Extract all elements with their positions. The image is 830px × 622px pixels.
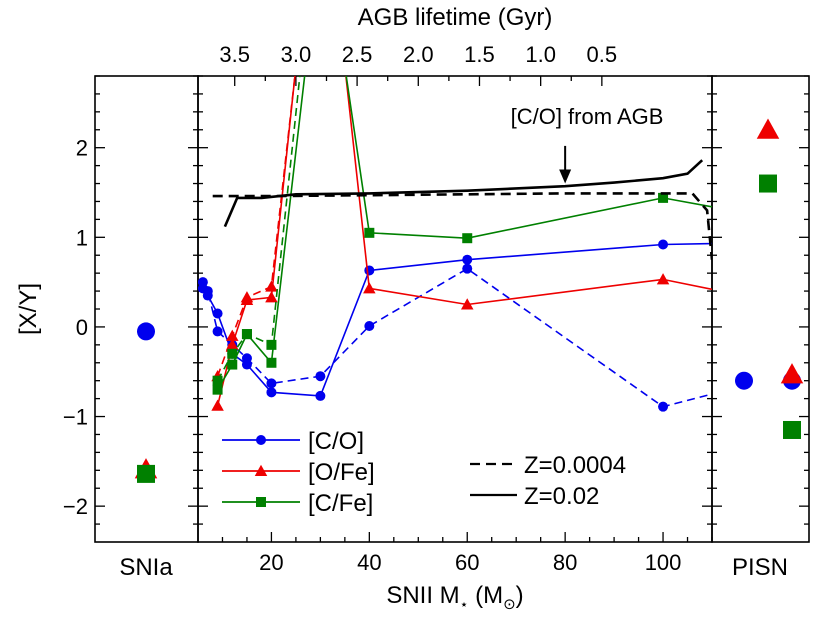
- legend-marker: [256, 435, 266, 445]
- series-line: [223, 159, 704, 228]
- pisn-panel-label: PISN: [732, 554, 788, 581]
- data-point: [266, 387, 277, 398]
- data-point: [226, 338, 239, 350]
- x-tick-labels: 20 40 60 80 100: [259, 550, 681, 575]
- data-point: [658, 239, 669, 250]
- top-tick-label: 3.0: [281, 42, 312, 67]
- x-axis-label-main: SNII M: [386, 582, 459, 609]
- top-tick-label: 1.0: [525, 42, 556, 67]
- agb-annotation: [C/O] from AGB: [511, 104, 664, 129]
- y-tick-label: −2: [63, 494, 88, 519]
- pisn-point: [780, 363, 804, 384]
- data-point: [265, 291, 278, 303]
- main-axis-ticks: [198, 75, 713, 542]
- x-tick-label: 40: [357, 550, 381, 575]
- pisn-point: [756, 118, 780, 139]
- data-point: [202, 286, 213, 297]
- legend-label: [C/O]: [308, 428, 364, 455]
- legend-marker: [256, 497, 266, 507]
- series-layer: [198, 76, 712, 412]
- data-point: [212, 384, 223, 395]
- data-point: [364, 227, 375, 238]
- data-point: [227, 359, 238, 370]
- y-tick-labels: −2 −1 0 1 2: [63, 136, 88, 519]
- y-axis-ticks: [95, 75, 198, 525]
- data-point: [241, 353, 252, 364]
- data-point: [266, 339, 277, 350]
- top-tick-label: 1.5: [464, 42, 495, 67]
- snia-points: [134, 322, 158, 483]
- legend-style-label: Z=0.0004: [524, 452, 626, 479]
- data-point: [212, 308, 223, 319]
- data-point: [227, 348, 238, 359]
- top-axis-title: AGB lifetime (Gyr): [358, 4, 553, 31]
- y-tick-label: −1: [63, 405, 88, 430]
- top-tick-labels: 3.5 3.0 2.5 2.0 1.5 1.0 0.5: [219, 42, 617, 67]
- top-tick-label: 3.5: [219, 42, 250, 67]
- pisn-points: [735, 118, 804, 439]
- legend-style-label: Z=0.02: [524, 483, 599, 510]
- data-point: [315, 390, 326, 401]
- data-point: [460, 298, 474, 310]
- pisn-axis-ticks: [712, 75, 809, 525]
- data-point: [212, 326, 223, 337]
- data-point: [198, 277, 208, 288]
- data-point: [462, 254, 473, 265]
- data-point: [226, 329, 239, 341]
- y-tick-label: 0: [76, 315, 88, 340]
- y-tick-label: 1: [76, 225, 88, 250]
- series-line: [212, 192, 712, 260]
- legend-marker: [254, 464, 268, 476]
- annotation-arrow: [559, 145, 572, 184]
- top-tick-label: 2.0: [403, 42, 434, 67]
- legend-label: [O/Fe]: [308, 459, 375, 486]
- legend-label: [C/Fe]: [308, 490, 373, 517]
- x-tick-label: 100: [645, 550, 682, 575]
- series-line: [216, 76, 296, 377]
- x-axis-label-close: ): [516, 582, 524, 609]
- series-line: [216, 76, 712, 391]
- data-point: [211, 399, 224, 411]
- y-tick-label: 2: [76, 136, 88, 161]
- series-line: [216, 76, 712, 406]
- data-point: [364, 321, 375, 332]
- top-tick-label: 2.5: [342, 42, 373, 67]
- pisn-point: [759, 174, 777, 193]
- data-point: [212, 375, 223, 386]
- data-point: [266, 378, 277, 389]
- snia-point: [137, 322, 155, 341]
- data-point: [241, 329, 252, 340]
- data-point: [240, 291, 254, 303]
- x-axis-label-subscript: ⋆: [460, 596, 469, 612]
- x-tick-label: 60: [455, 550, 479, 575]
- x-tick-label: 20: [259, 550, 283, 575]
- snia-panel-label: SNIa: [119, 554, 173, 581]
- data-point: [265, 280, 278, 292]
- data-point: [364, 265, 375, 276]
- snia-point: [137, 464, 155, 483]
- data-point: [656, 273, 670, 285]
- data-point: [315, 371, 326, 382]
- data-point: [462, 263, 473, 274]
- data-point: [363, 282, 376, 294]
- pisn-point: [735, 371, 753, 390]
- x-axis-label-sun: ⊙: [503, 596, 516, 613]
- top-tick-label: 0.5: [587, 42, 618, 67]
- top-axis-ticks: [234, 76, 603, 86]
- x-tick-label: 80: [553, 550, 577, 575]
- arrow-head: [559, 169, 572, 184]
- y-axis-label: [X/Y]: [15, 283, 42, 335]
- legend: [C/O] [O/Fe] [C/Fe] Z=0.0004 Z=0.02: [222, 428, 626, 517]
- data-point: [266, 357, 277, 368]
- x-axis-label-paren: (M: [468, 582, 503, 609]
- data-point: [658, 401, 669, 412]
- pisn-point: [783, 420, 801, 439]
- x-axis-label: SNII M⋆ (M⊙): [386, 582, 523, 613]
- data-point: [658, 192, 669, 203]
- pisn-panel-frame: [711, 75, 810, 543]
- data-point: [462, 233, 473, 244]
